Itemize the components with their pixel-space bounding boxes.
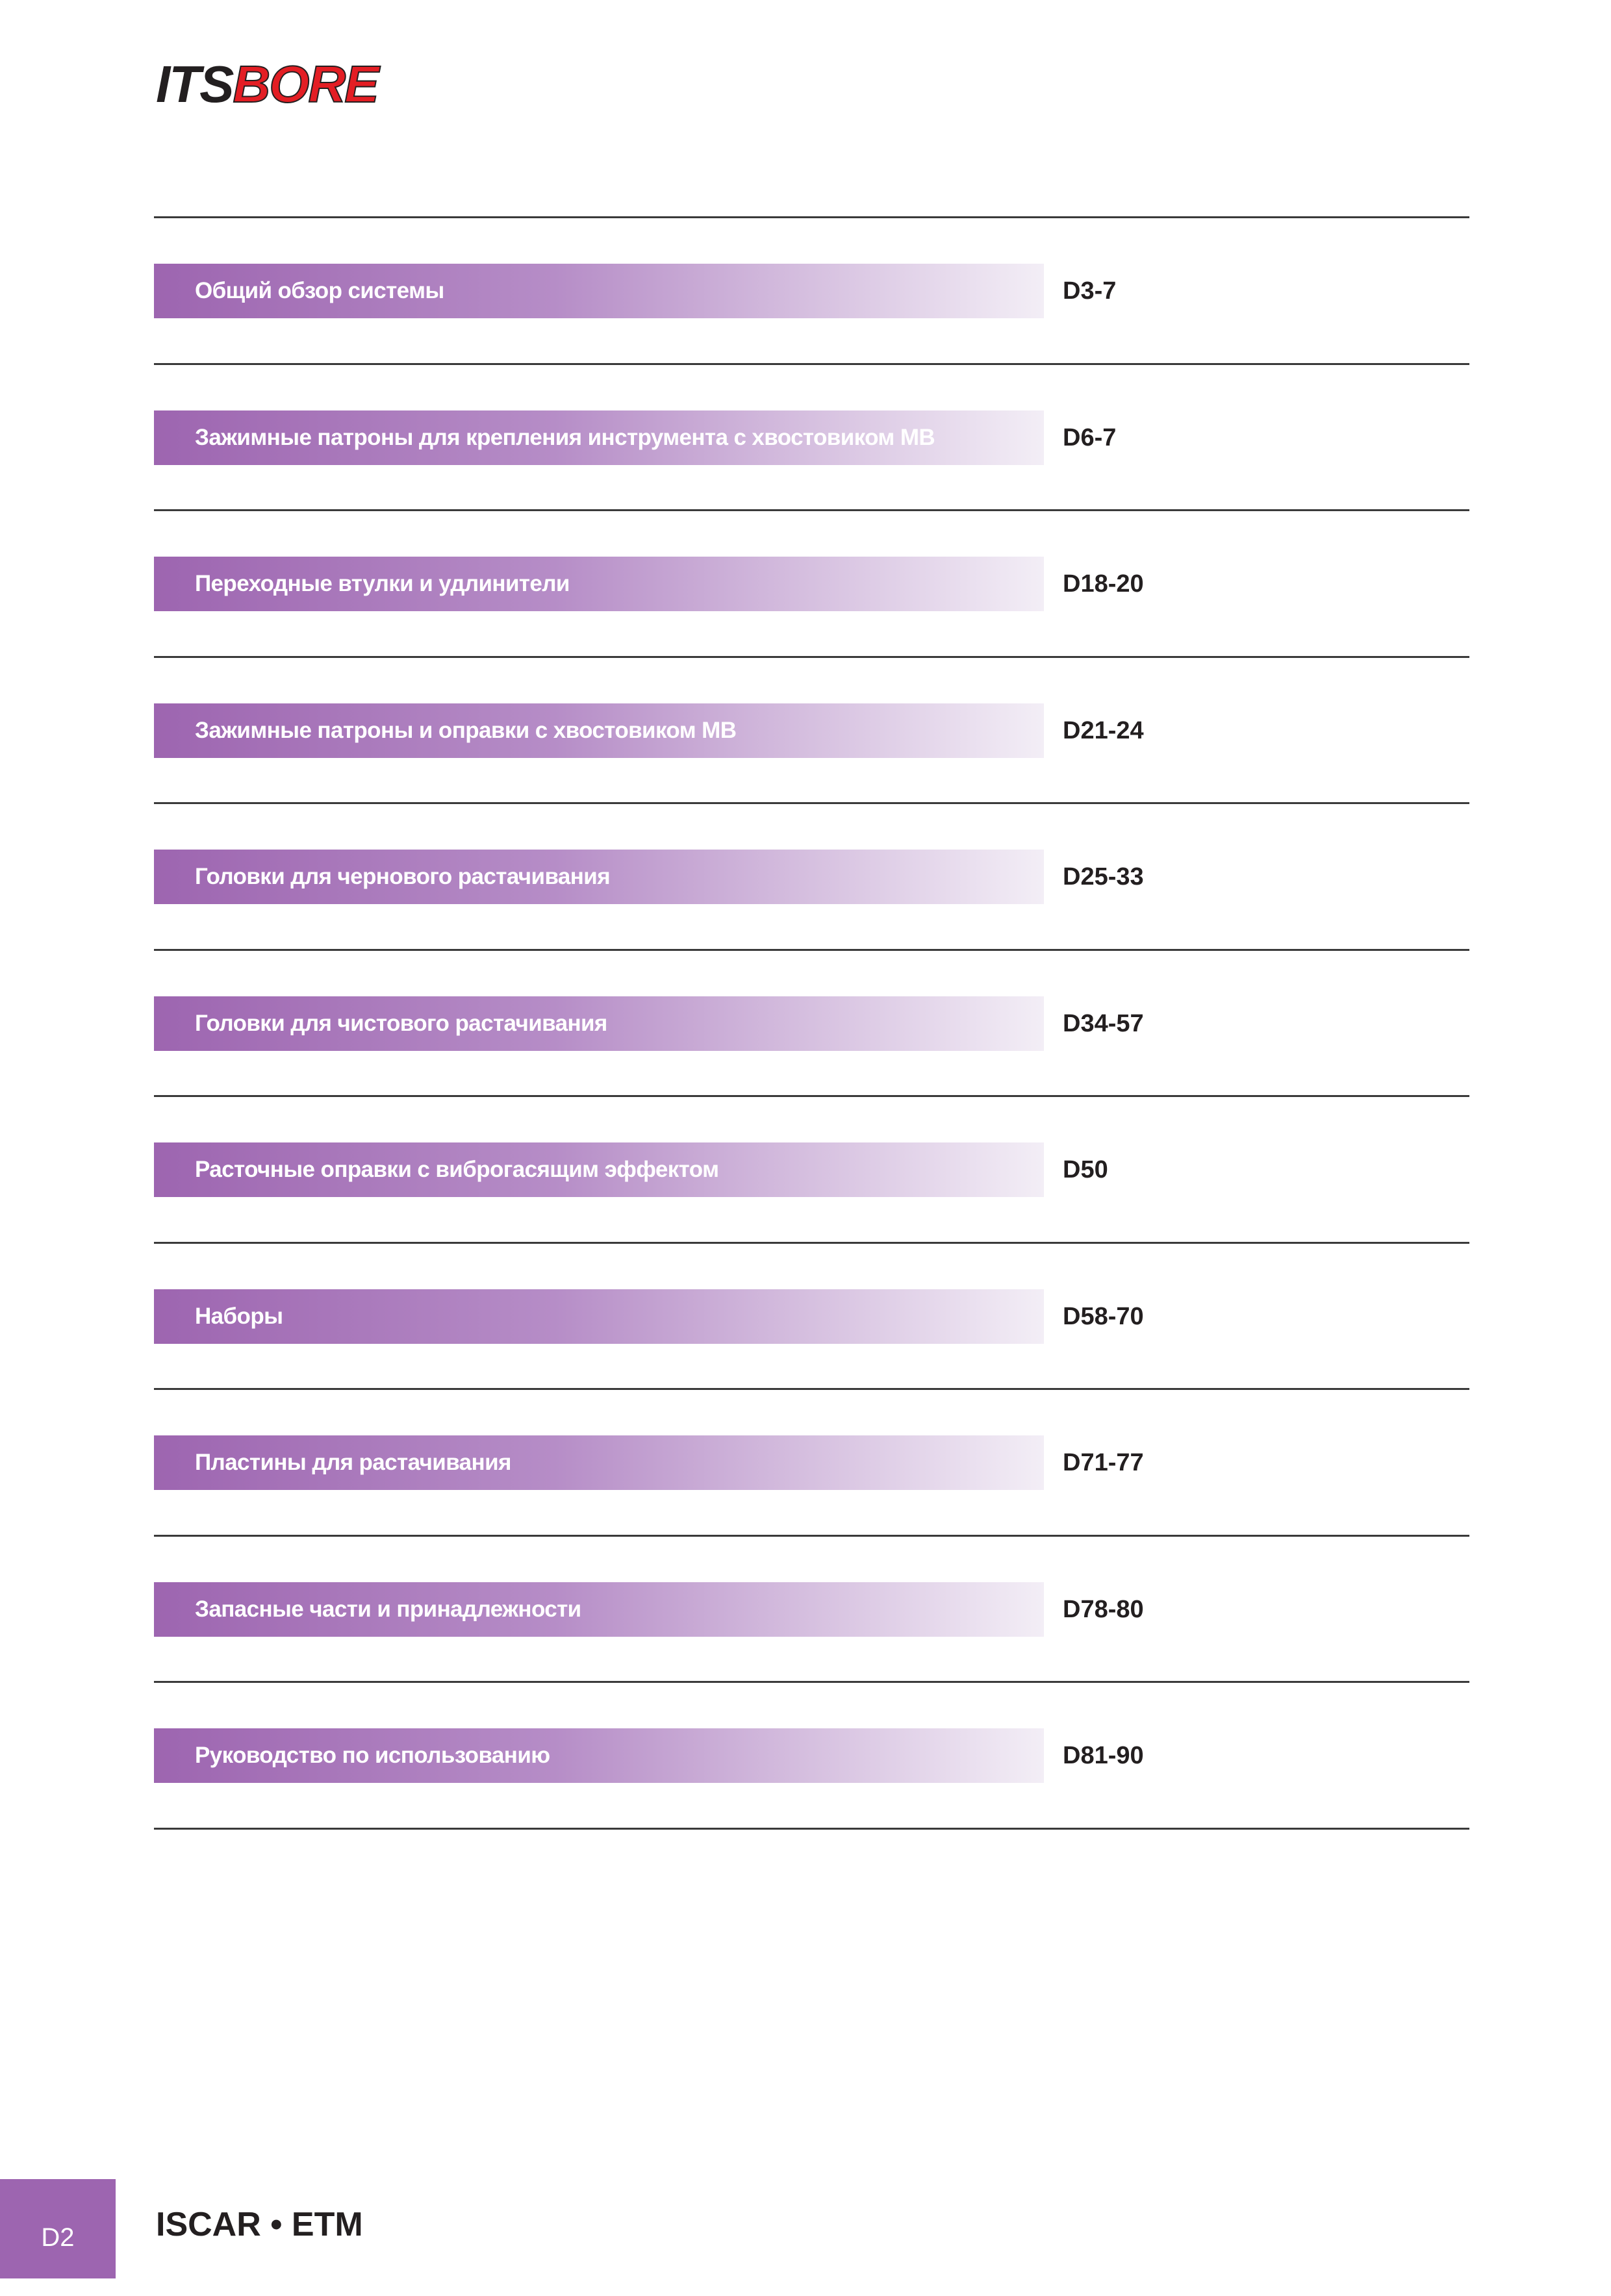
divider [154, 216, 1469, 218]
page-range: D71-77 [1063, 1449, 1144, 1476]
page-range: D50 [1063, 1156, 1108, 1183]
section-title: Запасные части и принадлежности [154, 1582, 1044, 1637]
section-title: Головки для чистового растачивания [154, 996, 1044, 1051]
section-title: Общий обзор системы [154, 264, 1044, 318]
logo: ITSBORE [156, 55, 380, 114]
section-title: Головки для чернового растачивания [154, 850, 1044, 904]
page-number: D2 [0, 2179, 116, 2278]
section-title: Руководство по использованию [154, 1728, 1044, 1783]
divider [154, 655, 1469, 658]
page-range: D18-20 [1063, 570, 1144, 598]
divider [154, 1388, 1469, 1390]
divider [154, 1827, 1469, 1830]
divider [154, 948, 1469, 951]
section-title: Зажимные патроны и оправки с хвостовиком… [154, 703, 1044, 758]
section-title: Расточные оправки с виброгасящим эффекто… [154, 1142, 1044, 1197]
page-range: D21-24 [1063, 716, 1144, 744]
section-title: Наборы [154, 1289, 1044, 1344]
divider [154, 362, 1469, 365]
divider [154, 1681, 1469, 1683]
page-range: D25-33 [1063, 863, 1144, 890]
section-title: Зажимные патроны для крепления инструмен… [154, 410, 1044, 465]
divider [154, 1241, 1469, 1244]
divider [154, 509, 1469, 511]
page-range: D58-70 [1063, 1302, 1144, 1330]
divider [154, 1095, 1469, 1097]
page-range: D78-80 [1063, 1595, 1144, 1623]
brand: ISCAR • ETM [156, 2206, 363, 2243]
section-title: Переходные втулки и удлинители [154, 557, 1044, 611]
page-range: D34-57 [1063, 1009, 1144, 1037]
logo-part: ITS [156, 55, 234, 113]
page-range: D6-7 [1063, 423, 1117, 451]
divider [154, 1534, 1469, 1537]
page-range: D81-90 [1063, 1742, 1144, 1769]
page-range: D3-7 [1063, 277, 1117, 305]
section-title: Пластины для растачивания [154, 1435, 1044, 1490]
logo-part: BORE [232, 55, 379, 114]
divider [154, 802, 1469, 804]
